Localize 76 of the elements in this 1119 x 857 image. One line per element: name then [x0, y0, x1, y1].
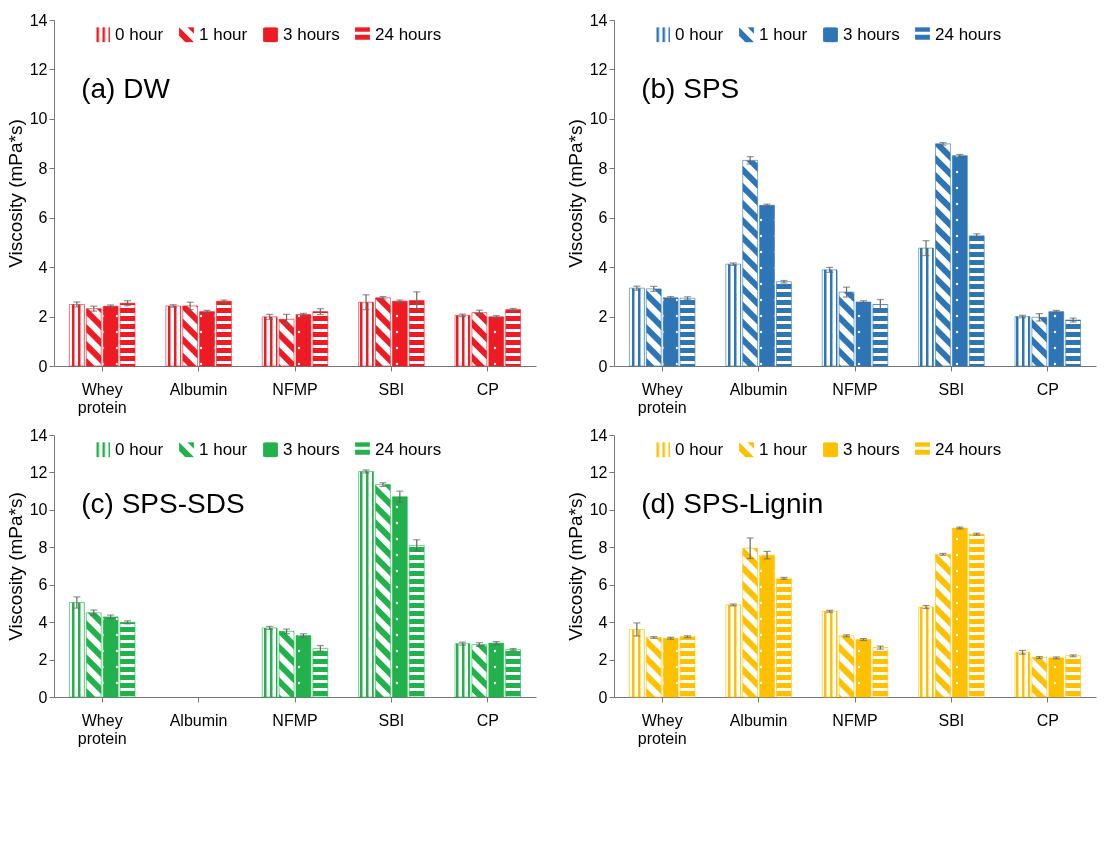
x-tick-label: Albumin	[729, 711, 788, 729]
x-tick-label: NFMP	[832, 711, 878, 729]
x-tick-label: Albumin	[729, 380, 788, 398]
y-tick-label: 12	[29, 60, 48, 78]
y-tick-label: 14	[29, 11, 48, 29]
x-tick-label: SBI	[938, 711, 965, 729]
x-tick-label: SBI	[378, 380, 405, 398]
legend-label: 1 hour	[759, 24, 808, 44]
y-tick-label: 4	[38, 258, 48, 276]
y-tick-label: 6	[598, 576, 608, 594]
y-tick-label: 4	[598, 613, 608, 631]
y-tick-label: 6	[598, 209, 608, 227]
legend-label: 3 hours	[843, 24, 900, 44]
y-tick-label: 10	[29, 501, 48, 519]
legend-label: 0 hour	[675, 439, 724, 459]
legend-label: 1 hour	[199, 24, 248, 44]
y-tick-label: 6	[38, 209, 48, 227]
text: (d) SPS-Lignin	[641, 488, 824, 519]
legend-label: 24 hours	[375, 439, 442, 459]
y-tick-label: 0	[38, 357, 48, 375]
legend-label: 24 hours	[935, 24, 1002, 44]
x-tick-label: CP	[476, 711, 499, 729]
y-tick-label: 2	[598, 308, 608, 326]
y-axis-title: Viscosity (mPa*s)	[4, 119, 26, 268]
legend-label: 1 hour	[199, 439, 248, 459]
x-tick-label: Whey protein	[77, 711, 127, 747]
y-tick-label: 14	[589, 11, 608, 29]
legend-label: 3 hours	[283, 439, 340, 459]
text: (c) SPS-SDS	[81, 488, 245, 519]
text: (b) SPS	[641, 73, 740, 104]
y-axis-title: Viscosity (mPa*s)	[564, 492, 586, 641]
legend-label: 3 hours	[843, 439, 900, 459]
y-axis-title: Viscosity (mPa*s)	[564, 119, 586, 268]
y-tick-label: 4	[598, 258, 608, 276]
y-tick-label: 12	[589, 463, 608, 481]
legend-label: 1 hour	[759, 439, 808, 459]
y-tick-label: 2	[598, 651, 608, 669]
y-axis-title: Viscosity (mPa*s)	[4, 492, 26, 641]
y-tick-label: 10	[589, 501, 608, 519]
text: (a) DW	[81, 73, 171, 104]
x-tick-label: CP	[1036, 380, 1059, 398]
x-tick-label: Whey protein	[77, 380, 127, 416]
y-tick-label: 2	[38, 308, 48, 326]
y-tick-label: 10	[589, 110, 608, 128]
y-tick-label: 0	[598, 357, 608, 375]
x-tick-label: SBI	[938, 380, 965, 398]
y-tick-label: 8	[598, 538, 608, 556]
x-tick-label: Whey protein	[637, 711, 687, 747]
x-tick-label: NFMP	[832, 380, 878, 398]
y-tick-label: 8	[598, 159, 608, 177]
x-tick-label: Whey protein	[637, 380, 687, 416]
x-tick-label: CP	[476, 380, 499, 398]
x-tick-label: Albumin	[169, 711, 228, 729]
x-tick-label: SBI	[378, 711, 405, 729]
x-tick-label: Albumin	[169, 380, 228, 398]
y-tick-label: 8	[38, 159, 48, 177]
legend-label: 0 hour	[675, 24, 724, 44]
x-tick-label: NFMP	[272, 380, 318, 398]
x-tick-label: NFMP	[272, 711, 318, 729]
y-tick-label: 14	[29, 426, 48, 444]
y-tick-label: 6	[38, 576, 48, 594]
legend-label: 3 hours	[283, 24, 340, 44]
y-tick-label: 10	[29, 110, 48, 128]
y-tick-label: 0	[598, 688, 608, 706]
y-tick-label: 0	[38, 688, 48, 706]
legend-label: 0 hour	[115, 439, 164, 459]
legend-label: 24 hours	[375, 24, 442, 44]
y-tick-label: 8	[38, 538, 48, 556]
x-tick-label: CP	[1036, 711, 1059, 729]
y-tick-label: 14	[589, 426, 608, 444]
y-tick-label: 12	[29, 463, 48, 481]
legend-label: 0 hour	[115, 24, 164, 44]
y-tick-label: 12	[589, 60, 608, 78]
y-tick-label: 4	[38, 613, 48, 631]
legend-label: 24 hours	[935, 439, 1002, 459]
y-tick-label: 2	[38, 651, 48, 669]
